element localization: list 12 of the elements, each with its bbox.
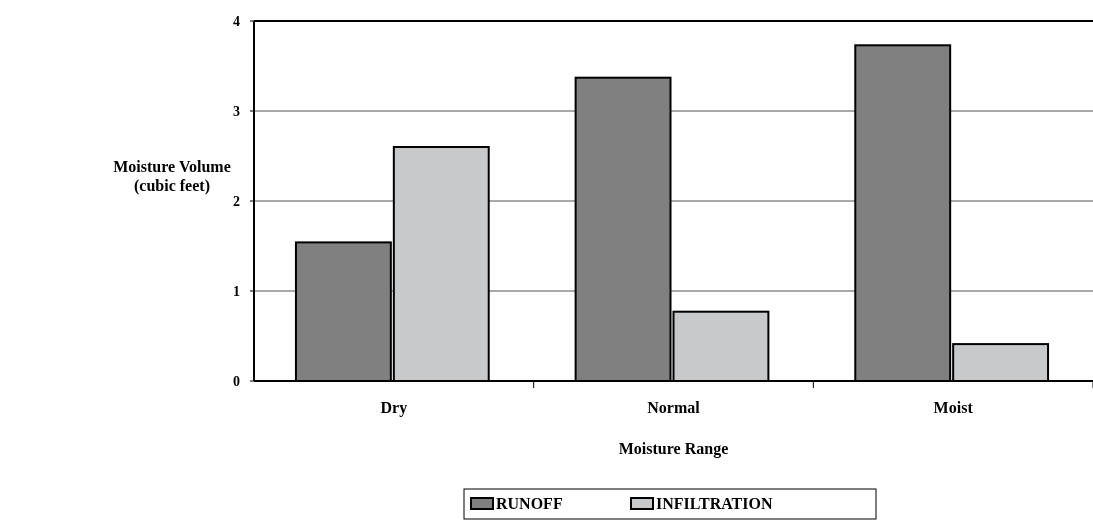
x-tick-label: Normal: [647, 399, 701, 416]
legend-label: RUNOFF: [496, 495, 563, 512]
legend-label: INFILTRATION: [656, 495, 773, 512]
y-axis-title: Moisture Volume (cubic feet): [113, 158, 231, 195]
y-tick-label: 1: [233, 283, 240, 299]
y-tick-label: 2: [233, 193, 240, 209]
y-tick-label: 0: [233, 373, 240, 389]
y-tick-label: 3: [233, 103, 240, 119]
x-axis-title: Moisture Range: [618, 440, 729, 458]
x-tick-label: Dry: [380, 399, 408, 417]
y-tick-label: 4: [233, 13, 240, 29]
x-tick-label: Moist: [933, 399, 974, 416]
